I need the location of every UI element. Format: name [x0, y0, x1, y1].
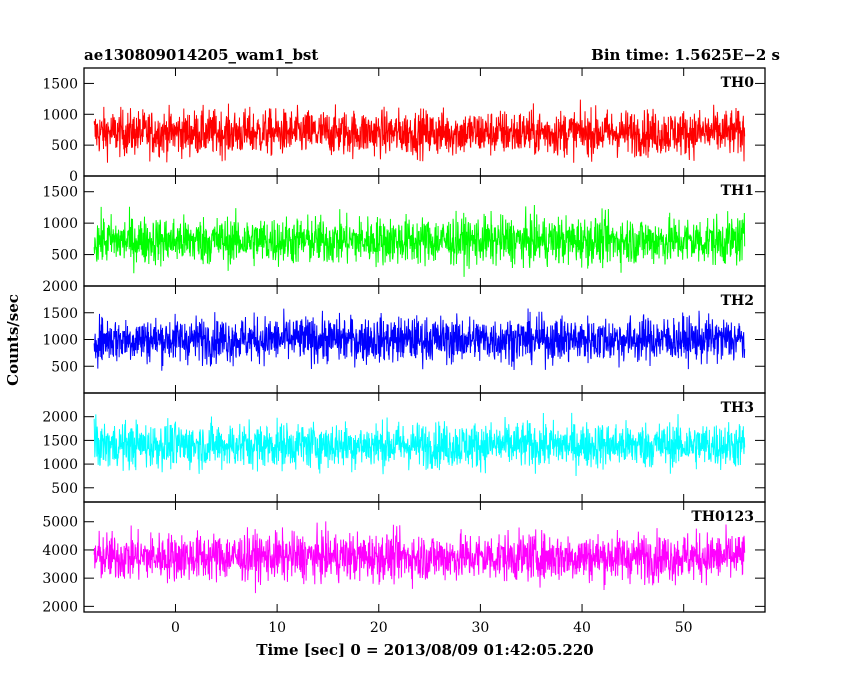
x-tick-label: 20 [370, 620, 388, 636]
y-tick-label: 1500 [42, 306, 78, 322]
x-tick-label: 10 [268, 620, 286, 636]
series-label: TH0 [721, 75, 755, 91]
panel-th2: 500 1000 1500 2000 TH2 [42, 279, 766, 394]
x-tick-label: 50 [675, 620, 693, 636]
panel-th1: 500 1000 1500 TH1 [42, 175, 766, 287]
x-axis-label: Time [sec] 0 = 2013/08/09 01:42:05.220 [256, 641, 593, 659]
series-label: TH1 [721, 183, 754, 199]
panels-group: 0 500 1000 1500 TH0 500 1000 1500 TH1 500 1000 1500… [42, 67, 766, 615]
panel-th3: 500 1000 1500 2000 TH3 [42, 392, 766, 503]
y-axis-label: Counts/sec [4, 294, 22, 386]
y-tick-label: 2000 [42, 410, 78, 426]
y-tick-label: 1000 [42, 107, 78, 123]
y-tick-label: 500 [51, 481, 78, 497]
x-tick-label: 40 [573, 620, 591, 636]
panel-frame [83, 501, 766, 613]
chart-title-right: Bin time: 1.5625E−2 s [591, 46, 780, 64]
y-tick-label: 1000 [42, 333, 78, 349]
y-tick-label: 3000 [42, 571, 78, 587]
y-tick-label: 500 [51, 248, 78, 264]
x-axis: 0 10 20 30 40 50 [171, 620, 693, 636]
series-line-th1 [93, 204, 746, 277]
y-tick-label: 1000 [42, 216, 78, 232]
panel-th0: 0 500 1000 1500 TH0 [42, 67, 766, 185]
y-tick-label: 2000 [42, 279, 78, 295]
series-label: TH0123 [691, 509, 754, 525]
y-tick-label: 4000 [42, 543, 78, 559]
series-line-th0 [93, 99, 746, 163]
y-tick-label: 2000 [42, 599, 78, 615]
series-line-th2 [93, 308, 746, 371]
y-tick-label: 1500 [42, 185, 78, 201]
panel-th0123: 2000 3000 4000 5000 TH0123 [42, 501, 766, 615]
x-tick-label: 30 [471, 620, 489, 636]
y-tick-label: 5000 [42, 515, 78, 531]
series-line-th3 [93, 412, 746, 476]
chart-title-left: ae130809014205_wam1_bst [84, 46, 318, 64]
y-tick-label: 1500 [42, 433, 78, 449]
series-label: TH3 [721, 400, 754, 416]
x-tick-label: 0 [171, 620, 180, 636]
y-tick-label: 500 [51, 359, 78, 375]
series-label: TH2 [721, 293, 754, 309]
y-tick-label: 1500 [42, 76, 78, 92]
y-tick-label: 0 [69, 169, 78, 185]
series-line-th0123 [93, 521, 746, 594]
y-tick-label: 1000 [42, 457, 78, 473]
y-tick-label: 500 [51, 138, 78, 154]
